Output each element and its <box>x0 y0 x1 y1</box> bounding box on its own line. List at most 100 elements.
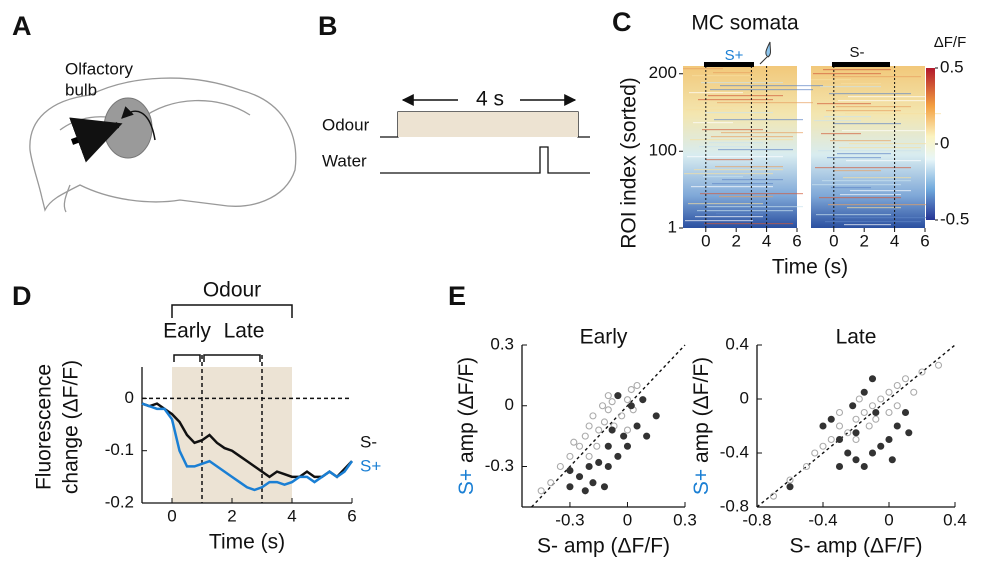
water-pointer <box>759 56 768 65</box>
scatter-point <box>811 449 819 457</box>
scatter-point <box>852 435 860 444</box>
scatter-point <box>877 442 885 450</box>
scatter-point <box>868 449 877 457</box>
charts: Odour Early Late 0 2 4 6 0 -0.1 -0.2 Time (s) Fluor… <box>33 279 967 558</box>
heatmap-stripe <box>685 220 753 222</box>
scatter-point <box>566 483 574 491</box>
scatter-point <box>604 406 612 414</box>
heatmap-stripe <box>815 167 911 169</box>
scatter-point <box>819 442 827 450</box>
scatter-point <box>910 388 918 396</box>
heatmap-stripe <box>700 193 803 195</box>
scatter-point <box>537 487 545 495</box>
panel-letter: C <box>612 7 632 37</box>
scatter-point <box>585 462 593 471</box>
line-series <box>141 402 353 479</box>
x-axis-label: S- amp (ΔF/F) <box>789 535 922 558</box>
heatmap-stripe <box>833 123 901 125</box>
scatter-point <box>918 368 926 376</box>
scatter-point <box>604 462 612 471</box>
heatmap-stripe <box>824 116 871 118</box>
heatmap-stripe <box>720 85 823 87</box>
heatmap-stripe <box>694 169 783 171</box>
scatter-point <box>835 462 844 471</box>
scatter-point <box>802 462 811 471</box>
scatter-point <box>872 415 880 423</box>
x-tick-label: 4 <box>762 231 771 250</box>
y-axis-label: S+ amp (ΔF/F) <box>690 357 713 495</box>
scatter-point <box>769 492 778 500</box>
heatmap-stripe <box>684 173 773 175</box>
arrow <box>69 117 123 163</box>
y-tick-label: 0 <box>125 388 134 407</box>
scatter-point <box>623 442 632 450</box>
heatmap-stripe <box>695 216 763 218</box>
scatter-point <box>893 402 901 410</box>
scatter-point <box>849 402 857 410</box>
x-axis-label: S- amp (ΔF/F) <box>537 535 670 558</box>
y-tick-label: -0.2 <box>105 492 134 511</box>
chart-title: Early <box>580 326 628 349</box>
scatter-point <box>627 385 635 394</box>
scatter-point <box>852 429 860 437</box>
scatter-point <box>547 479 555 487</box>
heatmap-stripe <box>820 86 881 88</box>
y-tick-label: -0.8 <box>720 496 749 515</box>
scatter-point <box>835 422 844 430</box>
heatmap-stripe <box>837 153 891 155</box>
heatmap-stripe <box>844 224 891 226</box>
bracket <box>171 304 293 318</box>
scatter-point <box>819 422 827 430</box>
heatmap-stripe <box>816 214 891 216</box>
heatmap-stripe <box>818 150 921 152</box>
line-series <box>141 402 354 492</box>
scatter-point <box>860 408 868 417</box>
scatter-point <box>581 432 589 440</box>
scatter-point <box>877 395 885 403</box>
y-axis-label: Fluorescence <box>33 364 56 490</box>
heatmap-stripe <box>715 166 783 168</box>
x-tick-label: 2 <box>859 231 868 250</box>
scatter-point <box>852 415 860 423</box>
heatmap-stripe <box>830 140 891 142</box>
heatmap-stripe <box>834 170 881 172</box>
colorbar-label: ΔF/F <box>934 34 967 51</box>
scatter-point <box>872 408 880 417</box>
scatter-point <box>627 402 635 410</box>
heatmap-stripe <box>712 183 773 185</box>
band-label: Odour <box>203 279 261 302</box>
heatmap-stripe <box>849 143 931 145</box>
heatmap-stripe <box>722 179 783 181</box>
scatter-point <box>827 435 835 444</box>
y-tick-label: 0 <box>505 395 514 414</box>
x-tick-label: -0.3 <box>555 510 584 529</box>
scatter-point <box>589 479 597 487</box>
heatmap-stripe <box>817 103 871 105</box>
heatmap-stripe <box>718 149 793 151</box>
heatmap-stripe <box>847 207 901 209</box>
heatmap-stripe <box>711 136 793 138</box>
scatter-point <box>885 408 893 417</box>
panel-letter: B <box>318 11 338 41</box>
heatmap-stripe <box>719 196 773 198</box>
x-tick-label: 0 <box>701 231 710 250</box>
x-tick-label: 0 <box>623 510 632 529</box>
heatmap-stripe <box>713 72 753 74</box>
heatmap-stripe <box>814 120 861 122</box>
row-label: Water <box>322 151 367 170</box>
heatmap-stripe <box>703 176 743 178</box>
x-tick-label: 0.4 <box>943 510 967 529</box>
scatter-point <box>905 429 913 437</box>
scatter-point <box>570 438 578 446</box>
heatmap-stripe <box>848 96 951 98</box>
heatmap-stripe <box>717 102 813 104</box>
scatter-point <box>600 418 609 426</box>
heatmap-stripe <box>689 92 743 94</box>
scatter-point <box>581 487 589 495</box>
x-tick-label: 0 <box>829 231 838 250</box>
scatter-point <box>860 388 868 396</box>
odour-bar <box>832 62 890 67</box>
x-tick-label: -0.4 <box>808 510 837 529</box>
heatmap-stripe <box>683 68 723 70</box>
y-axis-label: change (ΔF/F) <box>60 360 83 494</box>
